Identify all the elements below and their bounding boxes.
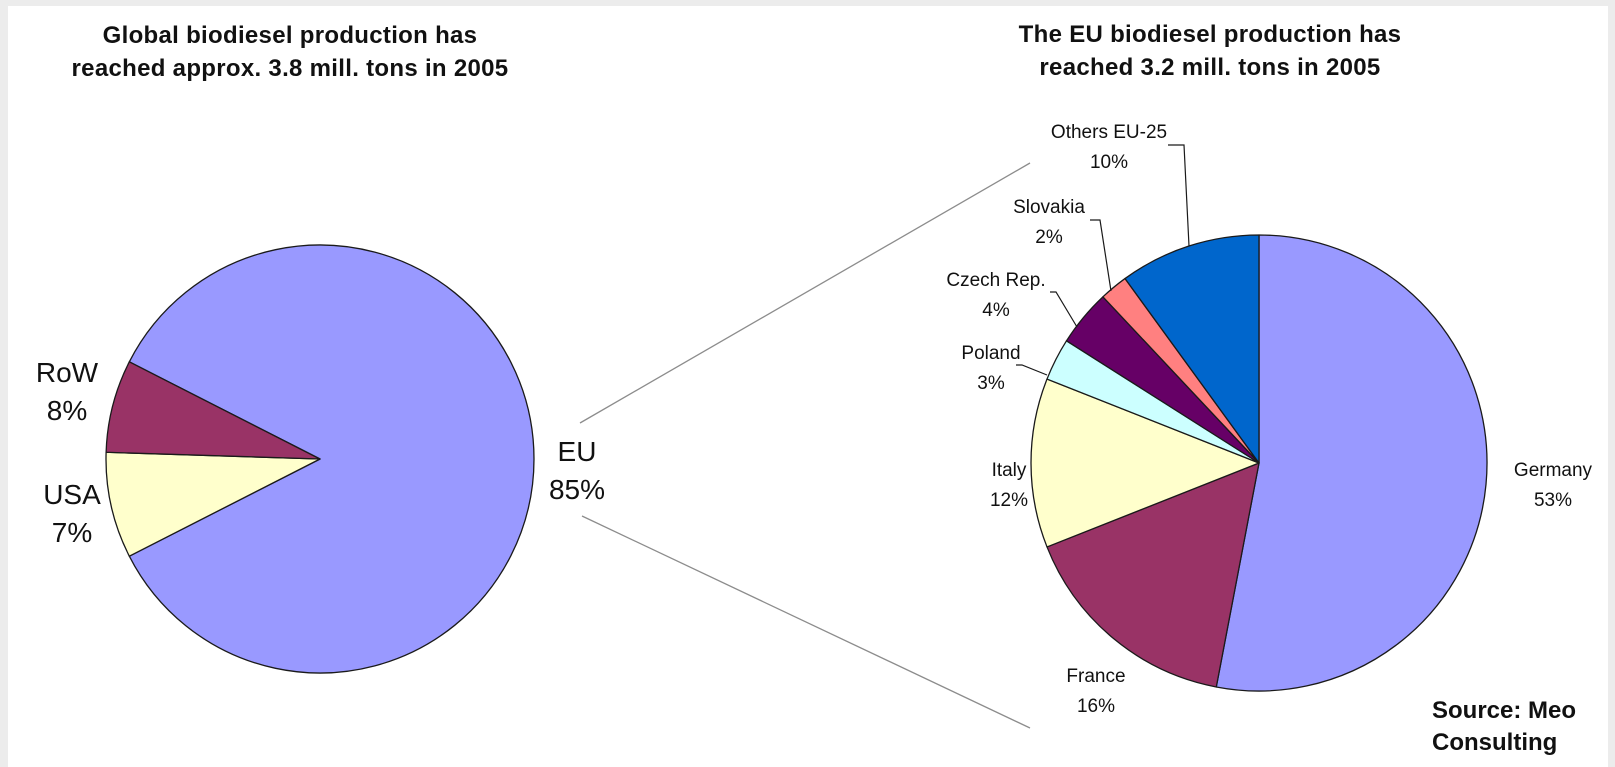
- global-title-line-1: Global biodiesel production has: [102, 22, 478, 49]
- eu-label-germany-percent: 53%: [1534, 490, 1572, 511]
- eu-label-poland: Poland 3%: [961, 343, 1020, 394]
- global-slice-row: [105, 451, 321, 557]
- global-title-line-2: reached approx. 3.8 mill. tons in 2005: [71, 55, 509, 82]
- global-label-usa-percent: 7%: [52, 517, 92, 548]
- eu-leader-line-czech-rep: [1050, 291, 1078, 328]
- source-line-1: Source: Meo: [1432, 697, 1577, 724]
- eu-title-line-1: The EU biodiesel production has: [1018, 21, 1402, 48]
- eu-leader-line-poland: [1016, 364, 1048, 376]
- connector-line-top: [579, 162, 1031, 424]
- eu-label-italy-name: Italy: [992, 460, 1027, 481]
- eu-label-others-eu-25-percent: 10%: [1090, 152, 1128, 173]
- global-label-row-name: RoW: [36, 357, 99, 388]
- source-note: Source: Meo Consulting: [1432, 695, 1576, 759]
- eu-label-italy-percent: 12%: [990, 490, 1028, 511]
- eu-title-line-2: reached 3.2 mill. tons in 2005: [1039, 54, 1381, 81]
- global-slice-eu: [128, 244, 535, 674]
- eu-slice-others-eu-25: [1124, 234, 1260, 464]
- global-label-eu-percent: 85%: [549, 474, 605, 505]
- global-label-eu: EU 85%: [549, 436, 605, 505]
- eu-label-germany-name: Germany: [1514, 460, 1593, 481]
- eu-label-czech-rep-percent: 4%: [982, 300, 1010, 321]
- eu-label-italy: Italy 12%: [990, 460, 1028, 511]
- connector-line-bottom: [581, 515, 1031, 729]
- global-label-row-percent: 8%: [47, 395, 87, 426]
- eu-slice-italy: [1030, 378, 1260, 548]
- eu-leader-line-slovakia: [1090, 219, 1112, 292]
- global-label-usa: USA 7%: [43, 479, 101, 548]
- eu-chart-title: The EU biodiesel production has reached …: [930, 18, 1490, 84]
- eu-label-others-eu-25-name: Others EU-25: [1051, 122, 1167, 143]
- eu-slice-france: [1046, 462, 1260, 688]
- eu-label-slovakia-name: Slovakia: [1013, 197, 1085, 218]
- global-label-row: RoW 8%: [36, 357, 99, 426]
- eu-label-poland-name: Poland: [961, 343, 1020, 364]
- eu-label-france-percent: 16%: [1077, 696, 1115, 717]
- eu-label-germany: Germany 53%: [1514, 460, 1593, 511]
- eu-label-france: France 16%: [1066, 666, 1125, 717]
- eu-slice-germany: [1215, 234, 1488, 692]
- global-chart-title: Global biodiesel production has reached …: [20, 19, 560, 85]
- eu-leader-line-others-eu-25: [1168, 144, 1190, 247]
- eu-label-france-name: France: [1066, 666, 1125, 687]
- global-label-usa-name: USA: [43, 479, 101, 510]
- eu-label-czech-rep-name: Czech Rep.: [946, 270, 1045, 291]
- eu-label-others-eu-25: Others EU-25 10%: [1051, 122, 1167, 173]
- source-line-2: Consulting: [1432, 729, 1558, 756]
- eu-label-czech-rep: Czech Rep. 4%: [946, 270, 1045, 321]
- eu-label-poland-percent: 3%: [977, 373, 1005, 394]
- global-slice-usa: [105, 361, 321, 460]
- global-label-eu-name: EU: [558, 436, 597, 467]
- eu-label-slovakia-percent: 2%: [1035, 227, 1063, 248]
- eu-label-slovakia: Slovakia 2%: [1013, 197, 1085, 248]
